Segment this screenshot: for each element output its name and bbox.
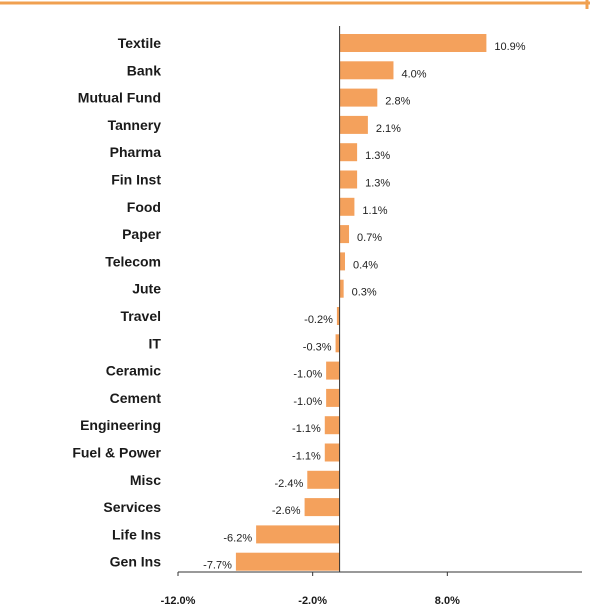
value-label-life-ins: -6.2%	[223, 532, 252, 544]
bar-fin-inst	[339, 170, 358, 189]
category-label-ceramic: Ceramic	[106, 363, 161, 379]
bars-group	[235, 34, 487, 571]
value-label-cement: -1.0%	[293, 396, 322, 408]
bar-travel	[336, 307, 340, 325]
bar-ceramic	[326, 361, 340, 380]
category-label-tannery: Tannery	[108, 117, 162, 133]
value-label-telecom: 0.4%	[353, 259, 378, 271]
category-label-services: Services	[103, 499, 161, 515]
value-label-jute: 0.3%	[352, 287, 377, 299]
value-label-misc: -2.4%	[275, 478, 304, 490]
value-label-mutual-fund: 2.8%	[385, 96, 410, 108]
value-labels: 10.9% 4.0% 2.8% 2.1% 1.3% 1.3% 1.1% 0.7% 0.4% 0.3…	[203, 41, 526, 572]
category-label-pharma: Pharma	[110, 144, 162, 160]
value-label-fuel-power: -1.1%	[292, 451, 321, 463]
category-label-paper: Paper	[122, 226, 161, 242]
x-axis-ticks: -12.0% -2.0% 8.0%	[161, 572, 460, 607]
value-label-pharma: 1.3%	[365, 150, 390, 162]
value-label-engineering: -1.1%	[292, 423, 321, 435]
bar-paper	[339, 225, 350, 244]
category-label-life-ins: Life Ins	[112, 526, 161, 542]
category-label-telecom: Telecom	[105, 253, 161, 269]
bar-food	[339, 197, 355, 216]
category-label-jute: Jute	[132, 281, 161, 297]
value-label-paper: 0.7%	[357, 232, 382, 244]
bar-pharma	[339, 143, 358, 162]
category-label-food: Food	[127, 199, 161, 215]
category-label-engineering: Engineering	[80, 417, 161, 433]
category-label-textile: Textile	[118, 35, 162, 51]
category-label-it: IT	[149, 335, 162, 351]
value-label-bank: 4.0%	[401, 68, 426, 80]
bar-bank	[339, 61, 394, 80]
category-label-fin-inst: Fin Inst	[111, 172, 161, 188]
category-label-cement: Cement	[110, 390, 162, 406]
bar-life-ins	[256, 525, 340, 544]
value-label-it: -0.3%	[303, 341, 332, 353]
x-tick-label: -2.0%	[298, 595, 327, 607]
category-labels: Textile Bank Mutual Fund Tannery Pharma Fin I…	[72, 35, 161, 570]
category-label-mutual-fund: Mutual Fund	[78, 90, 161, 106]
category-label-gen-ins: Gen Ins	[110, 554, 162, 570]
value-label-textile: 10.9%	[494, 41, 525, 53]
bar-misc	[307, 470, 340, 489]
bar-mutual-fund	[339, 88, 378, 107]
x-tick-label: -12.0%	[161, 595, 196, 607]
bar-it	[335, 334, 340, 353]
bar-textile	[339, 34, 487, 52]
bar-fuel-power	[324, 443, 340, 462]
value-label-ceramic: -1.0%	[293, 369, 322, 381]
category-label-bank: Bank	[127, 62, 161, 78]
bar-tannery	[339, 115, 368, 134]
bar-telecom	[339, 252, 345, 271]
value-label-fin-inst: 1.3%	[365, 178, 390, 190]
value-label-gen-ins: -7.7%	[203, 560, 232, 572]
bar-jute	[339, 279, 344, 298]
bar-cement	[326, 388, 340, 407]
value-label-food: 1.1%	[362, 205, 387, 217]
bar-services	[304, 498, 340, 517]
value-label-travel: -0.2%	[304, 314, 333, 326]
value-label-services: -2.6%	[272, 505, 301, 517]
category-label-travel: Travel	[121, 308, 161, 324]
x-tick-label: 8.0%	[435, 595, 460, 607]
bar-engineering	[324, 416, 340, 435]
value-label-tannery: 2.1%	[376, 123, 401, 135]
bar-gen-ins	[235, 552, 340, 571]
category-label-misc: Misc	[130, 472, 161, 488]
category-label-fuel-power: Fuel & Power	[72, 445, 161, 461]
